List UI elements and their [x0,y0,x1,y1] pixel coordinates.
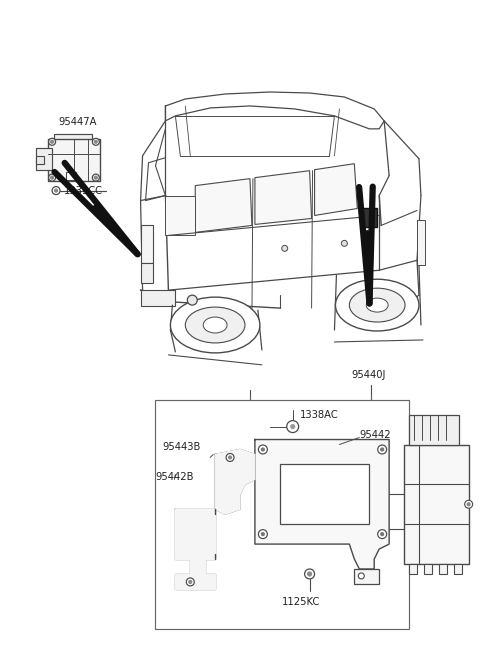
Bar [54,134,92,144]
Ellipse shape [170,297,260,353]
Circle shape [262,533,264,535]
Circle shape [258,445,267,454]
Text: 1338AC: 1338AC [300,409,338,420]
Circle shape [308,572,312,576]
Circle shape [291,424,295,428]
Circle shape [52,187,60,194]
Bar [404,445,468,564]
Ellipse shape [349,288,405,322]
Bar [141,263,153,283]
Circle shape [467,503,470,506]
Bar [141,290,175,306]
Circle shape [378,530,387,539]
Circle shape [186,578,194,586]
Ellipse shape [366,298,388,312]
Circle shape [262,448,264,451]
Polygon shape [314,164,357,215]
Circle shape [381,448,384,451]
Polygon shape [175,509,215,589]
Text: 95447A: 95447A [58,117,96,127]
Polygon shape [255,440,389,569]
Bar [166,196,195,235]
Circle shape [187,295,197,305]
Text: 95442: 95442 [360,430,391,440]
Circle shape [287,420,299,432]
Text: 1125KC: 1125KC [282,597,320,607]
Bar [361,208,377,227]
Bar [409,564,417,574]
Circle shape [258,530,267,539]
Circle shape [228,456,231,459]
Bar [36,156,44,164]
Circle shape [50,176,54,179]
Circle shape [189,580,192,583]
Circle shape [92,174,99,181]
Bar [36,148,52,170]
Circle shape [95,176,97,179]
Circle shape [341,240,348,246]
Ellipse shape [185,307,245,343]
Circle shape [55,189,58,192]
Polygon shape [215,449,255,514]
Circle shape [465,500,473,509]
Circle shape [305,569,314,579]
Bar [424,564,432,574]
Circle shape [378,445,387,454]
Bar [454,564,462,574]
Circle shape [92,139,99,145]
Ellipse shape [203,317,227,333]
Ellipse shape [336,279,419,331]
Bar [439,564,447,574]
Bar [66,171,76,179]
Bar [409,415,459,445]
Bar [48,139,100,181]
Text: 95442B: 95442B [156,472,194,482]
Circle shape [50,141,54,143]
Circle shape [48,174,56,181]
Polygon shape [255,171,312,225]
Text: 95440J: 95440J [351,370,386,380]
Circle shape [381,533,384,535]
Bar [417,221,425,265]
Text: 1339CC: 1339CC [64,185,103,196]
Circle shape [226,453,234,461]
Circle shape [95,141,97,143]
Circle shape [358,573,364,579]
Text: 95443B: 95443B [162,443,201,453]
Bar [354,569,379,584]
Circle shape [282,245,288,252]
Bar [280,464,369,524]
Bar [141,225,153,263]
Polygon shape [195,179,252,233]
Circle shape [48,139,56,145]
Bar [156,399,409,629]
